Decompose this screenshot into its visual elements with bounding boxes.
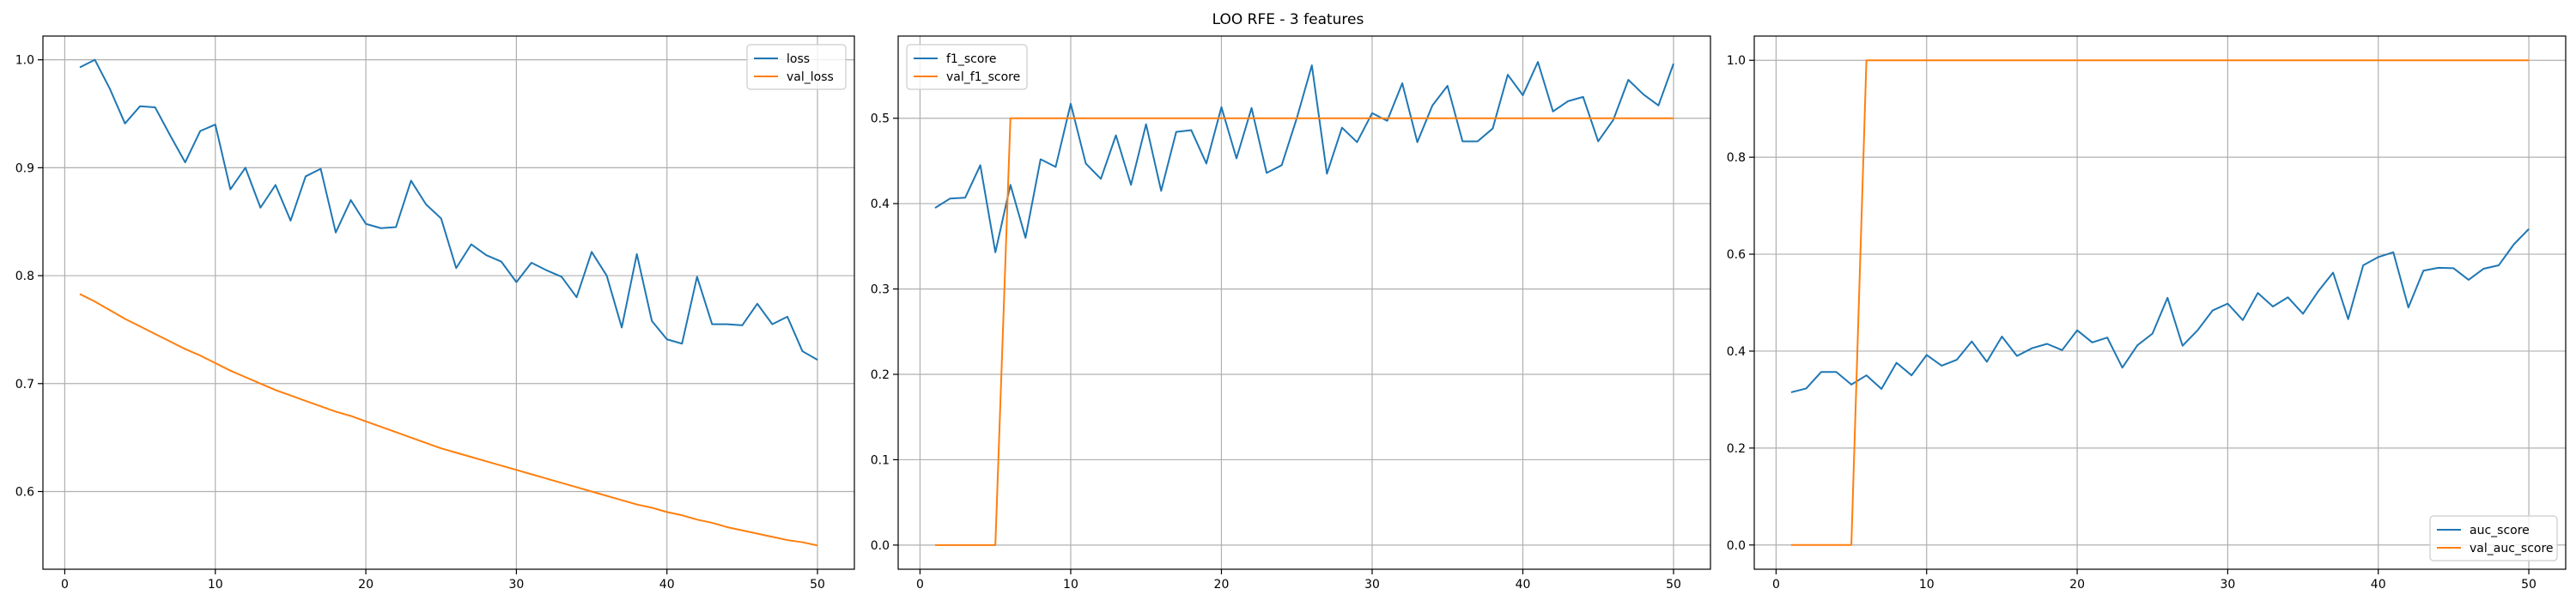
- subplot-1: 0 10 20 30 40 50 0.6 0.7 0.8 0.9 1.0 loss val_loss: [15, 35, 855, 592]
- axes-frame: [897, 35, 1711, 570]
- x-tick-label: 50: [810, 578, 825, 592]
- x-tick-label: 50: [2521, 578, 2537, 592]
- y-tick-label: 0.9: [15, 161, 34, 175]
- x-tick-label: 20: [2069, 578, 2085, 592]
- legend-label-val_auc_score: val_auc_score: [2470, 542, 2554, 555]
- legend-box: [746, 44, 847, 90]
- x-tick-label: 30: [2220, 578, 2235, 592]
- series-line-val_f1_score: [935, 117, 1674, 546]
- x-tick-label: 30: [1364, 578, 1380, 592]
- series-line-val_auc_score: [1790, 59, 2530, 546]
- x-tick-label: 10: [208, 578, 223, 592]
- y-tick-label: 0.8: [15, 270, 34, 283]
- x-tick-label: 40: [2371, 578, 2386, 592]
- axes-frame: [1753, 35, 2567, 570]
- x-tick-label: 10: [1919, 578, 1935, 592]
- legend-label-val_loss: val_loss: [787, 70, 834, 84]
- y-tick-label: 0.0: [1727, 539, 1746, 553]
- legend: auc_score val_auc_score: [2429, 515, 2558, 562]
- y-tick-label: 0.2: [1727, 442, 1746, 456]
- x-tick-label: 40: [659, 578, 675, 592]
- y-tick-label: 0.6: [15, 485, 34, 499]
- x-tick-label: 30: [508, 578, 524, 592]
- series-line-loss: [79, 58, 818, 361]
- series-line-val_loss: [79, 293, 818, 547]
- y-tick-label: 0.6: [1727, 248, 1746, 262]
- legend: loss val_loss: [746, 44, 847, 90]
- series-line-auc_score: [1790, 228, 2530, 393]
- legend-label-val_f1_score: val_f1_score: [946, 70, 1020, 84]
- y-tick-label: 0.1: [871, 453, 890, 467]
- legend-label-loss: loss: [787, 52, 810, 66]
- legend-box: [906, 44, 1028, 90]
- subplot-2: 0 10 20 30 40 50 0.0 0.1 0.2 0.3 0.4 0.5 f1_scoreval…: [871, 35, 1711, 592]
- y-tick-label: 0.3: [871, 283, 890, 297]
- y-tick-label: 0.5: [871, 112, 890, 126]
- series-line-f1_score: [934, 61, 1674, 253]
- legend-box: [2429, 515, 2558, 562]
- figure-title: LOO RFE - 3 features: [1212, 11, 1364, 28]
- y-tick-label: 0.4: [871, 197, 890, 211]
- y-tick-label: 0.7: [15, 378, 34, 392]
- subplot-3: 0 10 20 30 40 50 0.0 0.2 0.4 0.6 0.8 1.0 auc_scoreva…: [1727, 35, 2567, 592]
- y-tick-label: 0.2: [871, 368, 890, 382]
- x-tick-label: 20: [358, 578, 374, 592]
- x-tick-label: 40: [1516, 578, 1531, 592]
- x-tick-label: 10: [1063, 578, 1078, 592]
- x-tick-label: 50: [1666, 578, 1681, 592]
- y-tick-label: 0.8: [1727, 151, 1746, 165]
- legend-label-auc_score: auc_score: [2470, 524, 2530, 537]
- x-tick-label: 0: [916, 578, 924, 592]
- x-tick-label: 20: [1214, 578, 1230, 592]
- y-tick-label: 0.4: [1727, 345, 1746, 359]
- legend-label-f1_score: f1_score: [946, 52, 996, 66]
- y-tick-label: 0.0: [871, 539, 890, 553]
- legend: f1_score val_f1_score: [906, 44, 1028, 90]
- axes-frame: [42, 35, 855, 570]
- y-tick-label: 1.0: [15, 54, 34, 68]
- x-tick-label: 0: [61, 578, 69, 592]
- x-tick-label: 0: [1772, 578, 1780, 592]
- y-tick-label: 1.0: [1727, 54, 1746, 68]
